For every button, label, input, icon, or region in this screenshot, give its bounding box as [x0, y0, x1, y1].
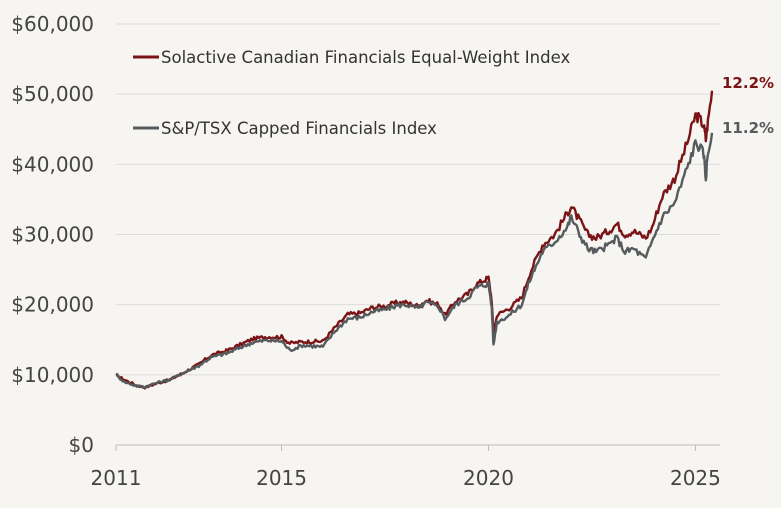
- y-tick-label: $0: [69, 433, 94, 457]
- x-tick-label: 2011: [91, 466, 142, 490]
- gridlines: [116, 23, 720, 376]
- y-axis-tick-labels: $0 $10,000 $20,000 $30,000 $40,000 $50,000 $60…: [11, 12, 94, 457]
- x-tick-label: 2020: [463, 466, 514, 490]
- legend-label: S&P/TSX Capped Financials Index: [161, 119, 437, 138]
- y-tick-label: $50,000: [11, 82, 94, 106]
- y-tick-label: $10,000: [11, 363, 94, 387]
- series-line-sptsx: [115, 132, 714, 389]
- y-tick-label: $40,000: [11, 152, 94, 176]
- legend-label: Solactive Canadian Financials Equal-Weig…: [161, 48, 570, 67]
- legend: Solactive Canadian Financials Equal-Weig…: [133, 48, 570, 138]
- x-tick-label: 2025: [670, 466, 721, 490]
- end-value-label: 11.2%: [722, 119, 774, 137]
- y-tick-label: $60,000: [11, 12, 94, 36]
- y-tick-label: $30,000: [11, 223, 94, 247]
- end-value-labels: 12.2% 11.2%: [722, 74, 774, 137]
- y-tick-label: $20,000: [11, 293, 94, 317]
- x-axis-tick-labels: 2011 2015 2020 2025: [91, 445, 721, 490]
- chart-series: [115, 90, 714, 390]
- x-tick-label: 2015: [256, 466, 307, 490]
- end-value-label: 12.2%: [722, 74, 774, 92]
